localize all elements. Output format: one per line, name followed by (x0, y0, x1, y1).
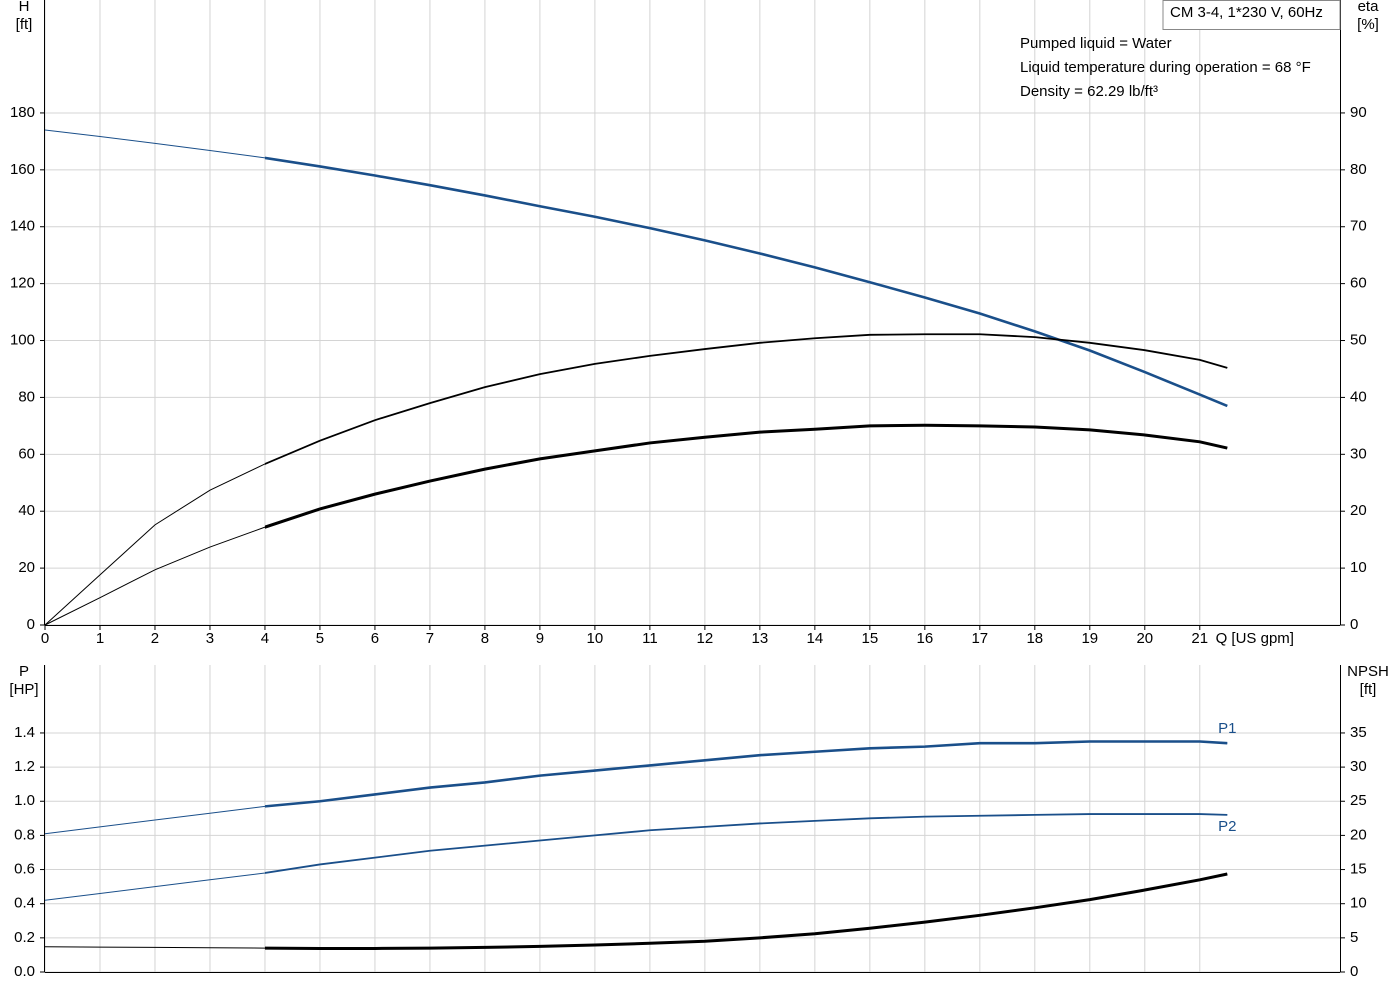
y2-tick-label: 60 (1350, 275, 1367, 292)
x-tick-label: 0 (41, 630, 49, 647)
series-line-operating (264, 333, 1228, 465)
title-box (1162, 0, 1341, 30)
y-tick-label: 1.4 (14, 724, 35, 741)
series-label: P1 (1218, 720, 1236, 737)
series-line (44, 873, 1228, 949)
x-tick-label: 19 (1081, 630, 1098, 647)
y-tick-label: 20 (18, 559, 35, 576)
series-line-operating (264, 740, 1228, 808)
y2-tick-label: 15 (1350, 861, 1367, 878)
x-axis-label: Q [US gpm] (1216, 630, 1294, 647)
y2-tick-label: 0 (1350, 616, 1358, 633)
y2-tick-label: 20 (1350, 502, 1367, 519)
x-tick-label: 12 (697, 630, 714, 647)
x-tick-label: 17 (971, 630, 988, 647)
series-label: P2 (1218, 818, 1236, 835)
x-tick-label: 21 (1191, 630, 1208, 647)
y-tick-label: 1.0 (14, 792, 35, 809)
y2-tick-label: 10 (1350, 559, 1367, 576)
y2-tick-label: 0 (1350, 963, 1358, 980)
y-tick-label: 0.6 (14, 861, 35, 878)
y-tick-label: 1.2 (14, 758, 35, 775)
annotation: Pumped liquid = Water (1020, 35, 1172, 52)
y-axis-unit: [ft] (16, 16, 33, 33)
series-line-operating (264, 423, 1228, 529)
y2-axis-label: eta (1358, 0, 1380, 15)
y2-tick-label: 80 (1350, 161, 1367, 178)
y2-tick-label: 20 (1350, 826, 1367, 843)
x-tick-label: 2 (151, 630, 159, 647)
x-tick-label: 9 (536, 630, 544, 647)
annotation: Density = 62.29 lb/ft³ (1020, 83, 1158, 100)
y2-tick-label: 35 (1350, 724, 1367, 741)
y2-axis-unit: [ft] (1360, 681, 1377, 698)
series-line-operating (264, 813, 1228, 874)
x-tick-label: 14 (807, 630, 824, 647)
y2-axis-unit: [%] (1357, 16, 1379, 33)
y2-tick-label: 10 (1350, 895, 1367, 912)
y-axis-label: P (19, 663, 29, 680)
y-tick-label: 100 (10, 331, 35, 348)
y-tick-label: 180 (10, 104, 35, 121)
x-tick-label: 4 (261, 630, 269, 647)
x-tick-label: 16 (916, 630, 933, 647)
y-tick-label: 0.0 (14, 963, 35, 980)
y2-tick-label: 50 (1350, 331, 1367, 348)
y-tick-label: 80 (18, 388, 35, 405)
series-line-operating (264, 156, 1228, 408)
x-tick-label: 5 (316, 630, 324, 647)
x-tick-label: 11 (642, 630, 658, 647)
x-tick-label: 18 (1026, 630, 1043, 647)
y2-tick-label: 90 (1350, 104, 1367, 121)
y-tick-label: 160 (10, 161, 35, 178)
y-tick-label: 140 (10, 218, 35, 235)
x-tick-label: 20 (1136, 630, 1153, 647)
annotation: Liquid temperature during operation = 68… (1020, 59, 1311, 76)
y-tick-label: 0 (27, 616, 35, 633)
y2-tick-label: 30 (1350, 445, 1367, 462)
y2-tick-label: 40 (1350, 388, 1367, 405)
x-tick-label: 10 (587, 630, 604, 647)
x-tick-label: 13 (752, 630, 769, 647)
y-axis-unit: [HP] (9, 681, 38, 698)
y2-tick-label: 25 (1350, 792, 1367, 809)
x-tick-label: 15 (861, 630, 878, 647)
series-line (44, 424, 1228, 626)
y-tick-label: 60 (18, 445, 35, 462)
x-tick-label: 1 (96, 630, 104, 647)
x-tick-label: 6 (371, 630, 379, 647)
x-tick-label: 3 (206, 630, 214, 647)
chart-title: CM 3-4, 1*230 V, 60Hz (1170, 4, 1323, 21)
y-tick-label: 0.8 (14, 826, 35, 843)
y-tick-label: 40 (18, 502, 35, 519)
x-tick-label: 8 (481, 630, 489, 647)
y2-tick-label: 70 (1350, 218, 1367, 235)
series-line (44, 813, 1228, 901)
series-line (44, 129, 1228, 407)
y-tick-label: 0.2 (14, 929, 35, 946)
series-line (44, 740, 1228, 835)
y2-axis-label: NPSH (1347, 663, 1389, 680)
y-tick-label: 120 (10, 275, 35, 292)
series-line (44, 333, 1228, 626)
y2-tick-label: 5 (1350, 929, 1358, 946)
x-tick-label: 7 (426, 630, 434, 647)
y2-tick-label: 30 (1350, 758, 1367, 775)
series-line-operating (264, 872, 1228, 950)
y-axis-label: H (19, 0, 30, 15)
y-tick-label: 0.4 (14, 895, 35, 912)
